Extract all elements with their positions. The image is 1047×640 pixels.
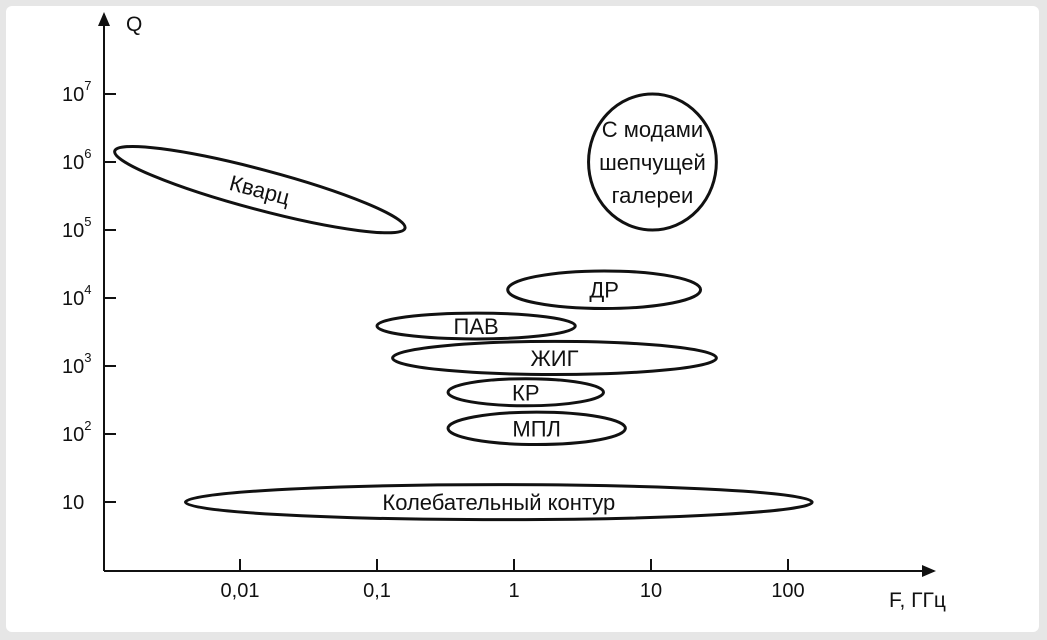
region-lc-circuit-ellipse <box>183 483 814 522</box>
y-tick-label: 102 <box>62 418 91 446</box>
y-tick-label: 107 <box>62 78 91 106</box>
y-tick-label: 104 <box>62 282 91 310</box>
region-kr-label: КР <box>512 380 540 405</box>
region-dr-label: ДР <box>589 278 619 303</box>
region-mpl-label: МПЛ <box>512 416 561 441</box>
region-mpl-ellipse <box>446 410 627 447</box>
region-whispering-gallery-label: галереи <box>612 183 694 208</box>
region-zhig-label: ЖИГ <box>530 346 578 371</box>
region-whispering-gallery-label: шепчущей <box>599 150 706 175</box>
figure-frame: F, ГГц Q 0,01 0,1 1 10 100 10 102 103 104 105 106 107… <box>6 6 1039 632</box>
y-tick-label: 106 <box>62 146 91 174</box>
region-pav-ellipse <box>375 311 577 341</box>
region-whispering-gallery-label: С модами <box>602 117 703 142</box>
x-tick-label: 0,1 <box>363 580 391 602</box>
x-axis-title: F, ГГц <box>889 589 946 612</box>
region-whispering-gallery-ellipse <box>587 92 718 232</box>
q-vs-frequency-diagram: F, ГГц Q 0,01 0,1 1 10 100 10 102 103 104 105 106 107… <box>62 12 946 612</box>
region-pav-label: ПАВ <box>454 314 499 339</box>
region-quartz-ellipse <box>113 144 407 235</box>
region-kr-ellipse <box>446 377 605 408</box>
region-dr-ellipse <box>506 269 703 311</box>
y-axis-title: Q <box>126 13 142 36</box>
y-tick-label: 105 <box>62 214 91 242</box>
region-lc-circuit-label: Колебательный контур <box>382 490 615 515</box>
x-tick-label: 100 <box>771 580 804 602</box>
y-tick-label: 10 <box>62 492 84 514</box>
x-tick-label: 1 <box>508 580 519 602</box>
x-tick-label: 10 <box>640 580 662 602</box>
x-tick-label: 0,01 <box>221 580 260 602</box>
region-zhig-ellipse <box>391 339 718 376</box>
y-tick-label: 103 <box>62 350 91 378</box>
